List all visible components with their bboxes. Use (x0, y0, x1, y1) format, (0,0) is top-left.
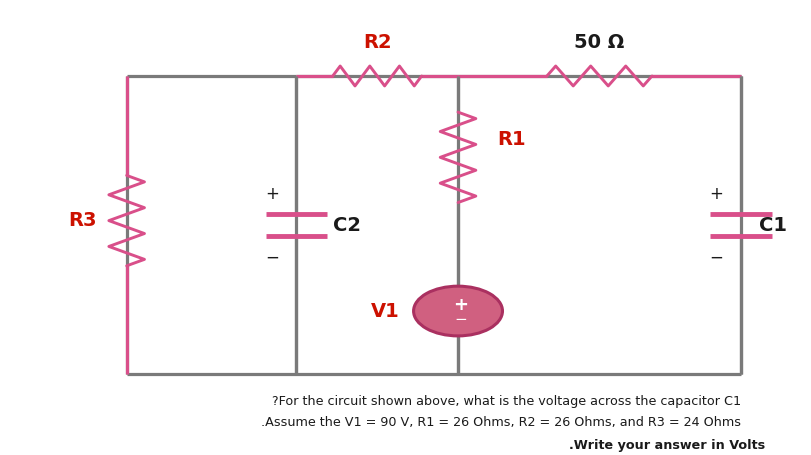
Text: ?For the circuit shown above, what is the voltage across the capacitor C1: ?For the circuit shown above, what is th… (272, 395, 741, 408)
Text: C2: C2 (333, 216, 361, 235)
Text: +: + (453, 296, 468, 314)
Text: R1: R1 (497, 130, 526, 149)
Text: −: − (454, 312, 467, 327)
Text: .Assume the V1 = 90 V, R1 = 26 Ohms, R2 = 26 Ohms, and R3 = 24 Ohms: .Assume the V1 = 90 V, R1 = 26 Ohms, R2 … (261, 416, 741, 429)
Text: R3: R3 (68, 211, 97, 230)
Text: 50 Ω: 50 Ω (574, 33, 624, 51)
Text: .Write your answer in Volts: .Write your answer in Volts (569, 439, 765, 452)
Text: +: + (265, 184, 279, 202)
Text: R2: R2 (363, 33, 392, 51)
Text: −: − (710, 249, 723, 267)
Text: +: + (710, 184, 723, 202)
Text: C1: C1 (759, 216, 787, 235)
Text: V1: V1 (371, 302, 400, 320)
Text: −: − (265, 249, 279, 267)
Circle shape (414, 286, 503, 336)
